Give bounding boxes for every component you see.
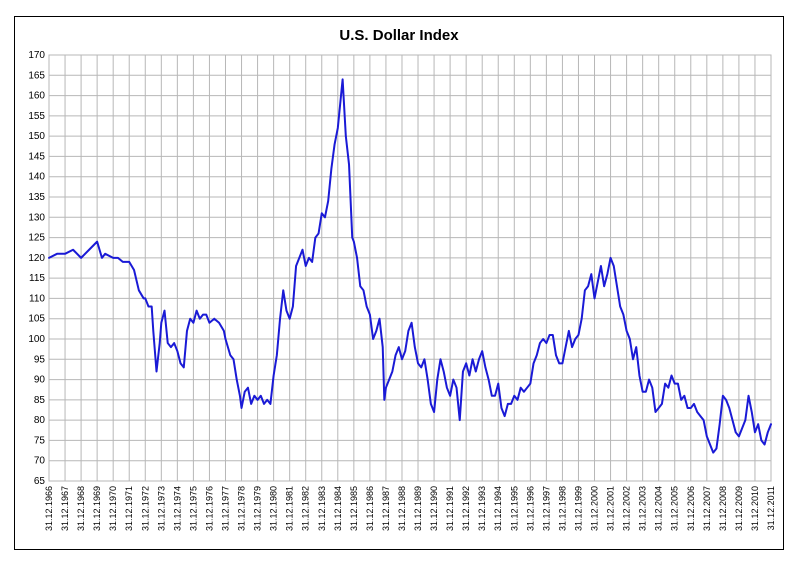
svg-text:31.12.2011: 31.12.2011 (766, 486, 776, 530)
svg-text:95: 95 (34, 354, 46, 365)
svg-text:31.12.1972: 31.12.1972 (140, 486, 150, 531)
svg-text:31.12.2008: 31.12.2008 (718, 486, 728, 531)
svg-text:160: 160 (28, 91, 45, 102)
svg-text:31.12.1995: 31.12.1995 (509, 486, 519, 531)
svg-text:31.12.1996: 31.12.1996 (525, 486, 535, 531)
svg-text:31.12.1989: 31.12.1989 (413, 486, 423, 531)
svg-text:75: 75 (34, 435, 46, 446)
svg-text:31.12.1978: 31.12.1978 (237, 486, 247, 531)
svg-text:90: 90 (34, 375, 46, 386)
svg-text:100: 100 (28, 334, 45, 345)
svg-text:31.12.1983: 31.12.1983 (317, 486, 327, 531)
svg-text:85: 85 (34, 395, 46, 406)
svg-text:31.12.2001: 31.12.2001 (606, 486, 616, 531)
svg-text:105: 105 (28, 314, 45, 325)
x-axis-labels: 31.12.1966 31.12.1967 31.12.1968 31.12.1969… (44, 486, 776, 531)
svg-text:31.12.2004: 31.12.2004 (654, 486, 664, 531)
svg-text:31.12.1980: 31.12.1980 (269, 486, 279, 531)
svg-text:31.12.1977: 31.12.1977 (220, 486, 230, 531)
svg-text:31.12.2005: 31.12.2005 (670, 486, 680, 531)
svg-text:31.12.2009: 31.12.2009 (734, 486, 744, 531)
svg-text:31.12.1998: 31.12.1998 (557, 486, 567, 531)
svg-text:70: 70 (34, 456, 46, 467)
svg-text:31.12.1985: 31.12.1985 (349, 486, 359, 531)
svg-text:31.12.1991: 31.12.1991 (445, 486, 455, 531)
chart-title: U.S. Dollar Index (15, 27, 783, 44)
svg-text:31.12.1967: 31.12.1967 (60, 486, 70, 531)
svg-text:31.12.1993: 31.12.1993 (477, 486, 487, 531)
svg-text:80: 80 (34, 415, 46, 426)
svg-text:31.12.1966: 31.12.1966 (44, 486, 54, 531)
svg-text:31.12.2000: 31.12.2000 (590, 486, 600, 531)
svg-text:31.12.1987: 31.12.1987 (381, 486, 391, 531)
chart-outer-border: U.S. Dollar Index 65 70 75 80 85 90 95 100 105 11… (14, 16, 784, 550)
grid (49, 55, 771, 481)
svg-text:31.12.1990: 31.12.1990 (429, 486, 439, 531)
svg-text:31.12.1997: 31.12.1997 (541, 486, 551, 531)
svg-text:140: 140 (28, 172, 45, 183)
svg-text:31.12.1994: 31.12.1994 (493, 486, 503, 531)
svg-text:31.12.2007: 31.12.2007 (702, 486, 712, 531)
svg-text:31.12.1973: 31.12.1973 (156, 486, 166, 531)
svg-text:125: 125 (28, 233, 45, 244)
chart-frame: U.S. Dollar Index 65 70 75 80 85 90 95 100 105 11… (0, 0, 800, 566)
svg-text:165: 165 (28, 70, 45, 81)
y-axis-labels: 65 70 75 80 85 90 95 100 105 110 115 120 125 130 135 14… (28, 50, 45, 487)
svg-text:31.12.2006: 31.12.2006 (686, 486, 696, 531)
svg-text:31.12.1984: 31.12.1984 (333, 486, 343, 531)
svg-text:31.12.1970: 31.12.1970 (108, 486, 118, 531)
svg-text:31.12.1976: 31.12.1976 (204, 486, 214, 531)
svg-text:31.12.1968: 31.12.1968 (76, 486, 86, 531)
svg-text:170: 170 (28, 50, 45, 61)
svg-text:145: 145 (28, 151, 45, 162)
svg-text:31.12.1979: 31.12.1979 (253, 486, 263, 531)
svg-text:31.12.1988: 31.12.1988 (397, 486, 407, 531)
svg-text:135: 135 (28, 192, 45, 203)
plot-border (49, 55, 771, 481)
svg-text:150: 150 (28, 131, 45, 142)
svg-text:31.12.1981: 31.12.1981 (285, 486, 295, 531)
svg-text:155: 155 (28, 111, 45, 122)
svg-text:110: 110 (29, 293, 45, 304)
svg-text:31.12.1969: 31.12.1969 (92, 486, 102, 531)
svg-text:31.12.2010: 31.12.2010 (750, 486, 760, 531)
svg-text:31.12.1975: 31.12.1975 (188, 486, 198, 531)
svg-text:31.12.1971: 31.12.1971 (124, 486, 134, 531)
svg-text:65: 65 (34, 476, 46, 487)
line-chart: 65 70 75 80 85 90 95 100 105 110 115 120 125 130 135 14… (15, 17, 783, 549)
svg-text:31.12.1982: 31.12.1982 (301, 486, 311, 531)
svg-text:31.12.2002: 31.12.2002 (622, 486, 632, 531)
svg-text:31.12.1974: 31.12.1974 (172, 486, 182, 531)
svg-text:31.12.2003: 31.12.2003 (638, 486, 648, 531)
svg-text:31.12.1986: 31.12.1986 (365, 486, 375, 531)
svg-text:115: 115 (29, 273, 45, 284)
svg-text:31.12.1992: 31.12.1992 (461, 486, 471, 531)
svg-text:130: 130 (28, 212, 45, 223)
svg-text:31.12.1999: 31.12.1999 (573, 486, 583, 531)
svg-text:120: 120 (28, 253, 45, 264)
dollar-index-line (49, 79, 771, 452)
